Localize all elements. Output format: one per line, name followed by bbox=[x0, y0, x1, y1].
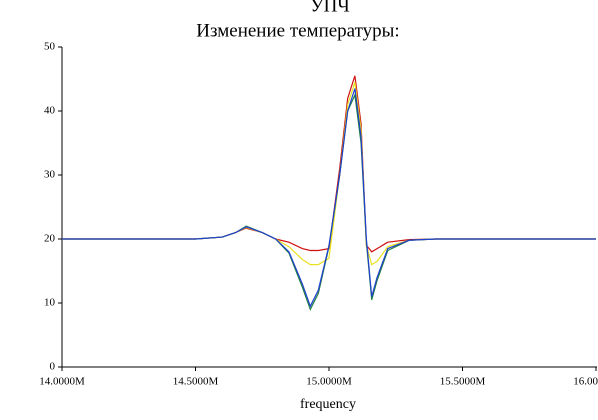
x-tick-label: 15.5000M bbox=[440, 376, 486, 388]
series-line bbox=[62, 75, 596, 253]
series-line bbox=[62, 82, 596, 266]
x-tick-label: 15.0000M bbox=[306, 376, 352, 388]
x-tick-label: 14.5000M bbox=[173, 376, 219, 388]
x-tick-label: 16.0000M bbox=[573, 376, 598, 388]
y-tick-label: 50 bbox=[44, 41, 56, 53]
y-tick-label: 10 bbox=[44, 297, 56, 309]
x-axis-label: frequency bbox=[300, 397, 356, 412]
series-line bbox=[62, 88, 596, 308]
chart-subtitle: Изменение температуры: bbox=[196, 20, 399, 41]
y-tick-label: 30 bbox=[44, 169, 56, 181]
y-tick-label: 0 bbox=[50, 361, 56, 373]
series-line bbox=[62, 92, 596, 311]
x-tick-label: 14.0000M bbox=[39, 376, 85, 388]
chart-title: УПЧ bbox=[310, 0, 350, 16]
y-tick-label: 40 bbox=[44, 105, 56, 117]
y-tick-label: 20 bbox=[44, 233, 56, 245]
